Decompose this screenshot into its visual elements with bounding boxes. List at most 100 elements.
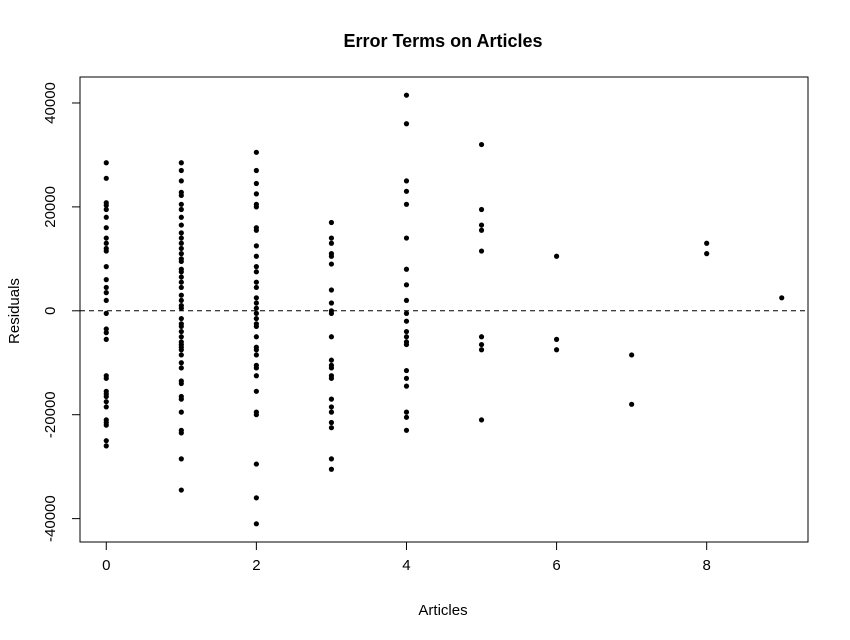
data-point bbox=[253, 269, 259, 275]
data-point bbox=[103, 160, 109, 166]
data-point bbox=[178, 245, 184, 252]
x-tick-label: 2 bbox=[252, 557, 260, 574]
plot-area bbox=[79, 76, 809, 543]
x-axis: 0 2 4 6 8 bbox=[102, 541, 711, 574]
data-point bbox=[403, 201, 410, 207]
chart-title: Error Terms on Articles bbox=[343, 31, 542, 51]
x-tick-label: 8 bbox=[703, 557, 711, 574]
data-point bbox=[253, 191, 259, 197]
x-tick-label: 0 bbox=[102, 557, 110, 574]
data-point bbox=[178, 360, 184, 366]
x-tick-label: 4 bbox=[402, 557, 410, 574]
data-point bbox=[403, 383, 410, 389]
data-point bbox=[328, 365, 335, 371]
data-point bbox=[253, 305, 259, 311]
data-point bbox=[103, 235, 109, 241]
data-point bbox=[629, 352, 635, 358]
data-point bbox=[178, 214, 184, 220]
data-point bbox=[328, 375, 335, 381]
y-tick-label: 20000 bbox=[42, 186, 59, 228]
data-point bbox=[103, 330, 109, 336]
data-point bbox=[253, 461, 259, 467]
data-point bbox=[478, 222, 485, 228]
data-point bbox=[553, 253, 560, 259]
data-point bbox=[328, 300, 335, 306]
data-point bbox=[253, 204, 259, 210]
data-point bbox=[253, 388, 259, 394]
data-point bbox=[178, 305, 184, 311]
data-point bbox=[478, 141, 485, 148]
y-axis: -40000 -20000 0 20000 40000 bbox=[42, 82, 81, 542]
data-point bbox=[103, 214, 109, 220]
data-point bbox=[178, 178, 184, 184]
data-point bbox=[103, 404, 109, 410]
data-point bbox=[403, 367, 410, 374]
data-point bbox=[253, 264, 259, 270]
data-point bbox=[403, 121, 410, 127]
data-point bbox=[178, 456, 184, 462]
data-point bbox=[253, 310, 259, 316]
data-point bbox=[178, 323, 184, 329]
data-point bbox=[103, 438, 109, 444]
data-point bbox=[478, 206, 485, 213]
data-point bbox=[403, 375, 410, 381]
data-point bbox=[253, 253, 259, 259]
data-point bbox=[403, 341, 410, 348]
data-point bbox=[103, 277, 109, 283]
data-point bbox=[478, 334, 485, 340]
data-point bbox=[253, 323, 259, 329]
data-point bbox=[253, 149, 259, 155]
data-point bbox=[253, 243, 259, 249]
data-point bbox=[178, 352, 184, 358]
data-point bbox=[328, 425, 335, 431]
data-point bbox=[478, 347, 485, 353]
data-point bbox=[403, 328, 410, 335]
data-point bbox=[103, 206, 109, 213]
data-point bbox=[328, 253, 335, 259]
data-point bbox=[178, 240, 184, 246]
data-point bbox=[403, 297, 410, 304]
data-point bbox=[403, 178, 410, 184]
data-point bbox=[478, 227, 485, 233]
data-point bbox=[178, 160, 184, 166]
data-point bbox=[328, 261, 335, 267]
data-point bbox=[328, 409, 335, 415]
plot-frame bbox=[79, 76, 809, 543]
data-point bbox=[328, 357, 335, 363]
data-point bbox=[178, 222, 184, 228]
data-point bbox=[253, 300, 259, 306]
x-axis-label: Articles bbox=[418, 602, 467, 619]
data-point bbox=[403, 235, 410, 241]
y-tick-label: 0 bbox=[42, 307, 59, 315]
data-point bbox=[178, 269, 184, 275]
data-point bbox=[253, 279, 259, 285]
data-point bbox=[103, 290, 109, 296]
data-point bbox=[103, 297, 109, 304]
data-point bbox=[103, 310, 109, 316]
y-axis-label: Residuals bbox=[6, 278, 23, 344]
data-point bbox=[328, 334, 335, 340]
data-point bbox=[178, 380, 184, 387]
y-tick-label: 40000 bbox=[42, 82, 59, 124]
data-point bbox=[103, 264, 109, 270]
data-point bbox=[328, 456, 335, 462]
data-point bbox=[178, 430, 184, 436]
data-point bbox=[253, 315, 259, 322]
data-point bbox=[103, 225, 109, 231]
data-point bbox=[178, 274, 184, 280]
data-point bbox=[178, 279, 184, 285]
data-point bbox=[178, 334, 184, 340]
data-point bbox=[178, 396, 184, 402]
data-point bbox=[403, 188, 410, 194]
data-point bbox=[253, 295, 259, 301]
data-point bbox=[253, 373, 259, 379]
data-point bbox=[328, 466, 335, 472]
data-point bbox=[403, 427, 410, 433]
data-point bbox=[478, 248, 485, 254]
data-point bbox=[629, 401, 635, 407]
data-point bbox=[178, 347, 184, 353]
data-point bbox=[553, 347, 560, 353]
data-point bbox=[253, 412, 259, 418]
y-tick-label: -40000 bbox=[42, 495, 59, 542]
